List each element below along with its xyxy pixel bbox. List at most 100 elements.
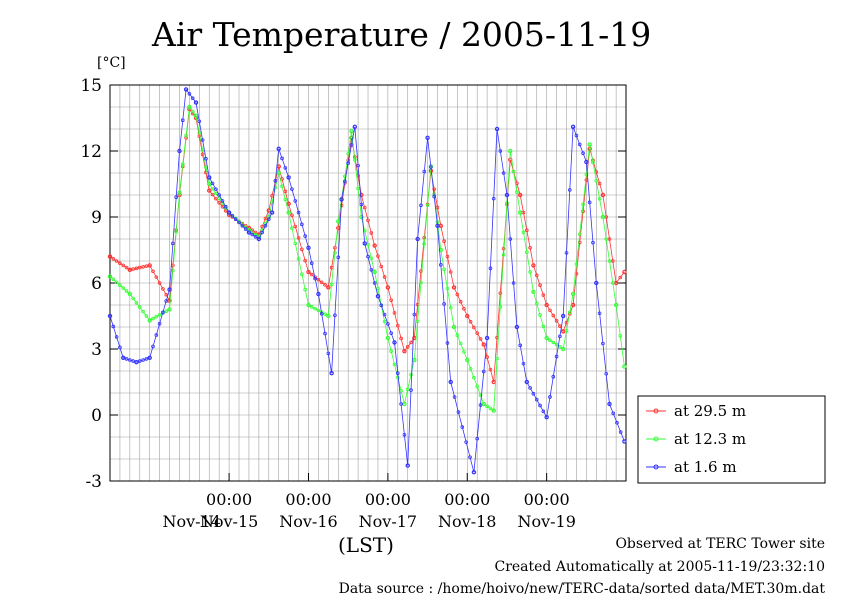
series-marker (618, 430, 623, 434)
series-marker (561, 347, 566, 351)
series-marker (468, 455, 472, 459)
series-marker (369, 231, 374, 235)
series-marker (548, 308, 552, 313)
series-marker (114, 335, 119, 339)
series-marker (247, 228, 251, 233)
series-marker (518, 193, 522, 197)
series-marker (511, 169, 516, 174)
series-marker (472, 375, 476, 380)
series-marker (611, 281, 615, 285)
series-marker (468, 366, 473, 371)
series-marker (217, 193, 221, 197)
series-marker (508, 237, 513, 241)
series-marker (151, 344, 155, 349)
series-marker (485, 404, 489, 409)
series-marker (591, 240, 595, 245)
series-marker (273, 185, 278, 190)
series-marker (554, 319, 559, 323)
series-marker (134, 300, 139, 305)
series-marker (607, 402, 612, 406)
series-marker (615, 420, 619, 425)
series-marker (316, 277, 321, 282)
series-marker (233, 217, 238, 222)
series-marker (405, 463, 410, 468)
series-marker (465, 358, 470, 362)
series-marker (558, 334, 562, 339)
series-marker (210, 181, 215, 186)
series-marker (468, 319, 473, 324)
series-marker (386, 322, 390, 326)
series-marker (409, 340, 413, 345)
series-marker (220, 199, 225, 203)
series-marker (498, 149, 503, 153)
series-marker (366, 242, 370, 247)
y-tick-label: 6 (91, 274, 102, 294)
series-marker (157, 321, 162, 326)
series-marker (528, 246, 532, 250)
series-marker (114, 280, 119, 285)
series-marker (197, 119, 202, 124)
series-marker (485, 336, 489, 340)
series-marker (538, 403, 542, 408)
series-marker (316, 292, 321, 296)
series-marker (389, 349, 393, 354)
series-marker (167, 287, 172, 292)
series-marker (376, 286, 380, 291)
series-marker (544, 336, 549, 340)
series-marker (577, 232, 582, 236)
x-tick-time-label: 00:00 (206, 490, 252, 509)
series-marker (180, 162, 185, 167)
series-marker (594, 281, 599, 285)
series-marker (214, 196, 218, 201)
series-marker (128, 358, 132, 362)
series-marker (577, 142, 582, 147)
series-marker (161, 310, 165, 315)
series-marker (399, 402, 403, 406)
series-marker (525, 250, 529, 255)
series-marker (134, 266, 139, 271)
series-marker (482, 342, 486, 347)
series-marker (538, 313, 542, 317)
series-marker (207, 175, 212, 180)
series-marker (253, 235, 258, 239)
series-marker (386, 285, 390, 290)
series-marker (591, 160, 595, 165)
series-marker (286, 202, 291, 206)
series-marker (495, 127, 499, 131)
series-marker (187, 92, 192, 96)
series-marker (402, 432, 407, 437)
footer-source: Data source : /home/hoivo/new/TERC-data/… (338, 581, 825, 597)
series-marker (352, 125, 357, 129)
series-marker (237, 220, 241, 225)
series-marker (108, 274, 112, 279)
series-marker (452, 395, 457, 399)
series-marker (415, 237, 420, 241)
x-tick-date-label: Nov-18 (438, 512, 496, 531)
series-marker (501, 171, 506, 175)
legend-label: at 12.3 m (674, 430, 746, 448)
series-marker (184, 87, 188, 92)
series-marker (121, 286, 126, 290)
series-marker (515, 325, 519, 329)
series-marker (144, 357, 149, 361)
series-marker (597, 311, 602, 316)
series-marker (108, 314, 112, 318)
series-marker (121, 263, 126, 268)
series-marker (568, 188, 572, 192)
series-marker (482, 402, 486, 406)
series-marker (167, 307, 172, 312)
series-marker (597, 197, 602, 201)
series-marker (217, 196, 221, 201)
series-marker (478, 393, 483, 398)
series-marker (571, 125, 575, 129)
x-tick-time-label: 00:00 (444, 490, 490, 509)
series-marker (200, 152, 205, 157)
series-marker (495, 356, 499, 361)
series-marker (190, 96, 195, 100)
series-marker (223, 204, 228, 209)
series-marker (356, 163, 360, 168)
series-marker (184, 133, 188, 138)
y-axis-unit-label: [°C] (97, 55, 126, 71)
series-marker (439, 263, 443, 267)
series-marker (571, 303, 575, 307)
